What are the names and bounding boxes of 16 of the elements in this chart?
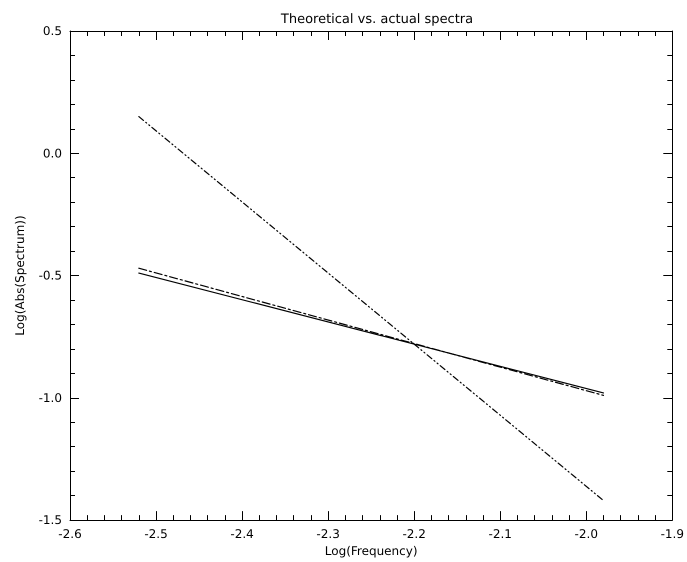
y-tick-label: 0.5 bbox=[42, 24, 62, 38]
x-tick-label: -2.0 bbox=[574, 527, 598, 542]
x-tick-label: -2.3 bbox=[316, 527, 340, 542]
x-tick-label: -2.4 bbox=[230, 527, 254, 542]
x-tick-label: -2.5 bbox=[144, 527, 168, 542]
x-tick-label: -2.1 bbox=[488, 527, 512, 542]
y-tick-label: -0.5 bbox=[38, 268, 62, 283]
x-tick-label: -1.9 bbox=[660, 527, 684, 542]
y-tick-label: 0.0 bbox=[42, 146, 62, 160]
x-tick-label: -2.6 bbox=[58, 527, 82, 542]
y-tick-label: -1.5 bbox=[38, 513, 62, 528]
x-axis-title: Log(Frequency) bbox=[324, 544, 418, 558]
x-tick-label: -2.2 bbox=[402, 527, 426, 542]
chart-title: Theoretical vs. actual spectra bbox=[280, 12, 474, 27]
y-tick-label: -1.0 bbox=[38, 390, 62, 405]
y-axis-title: Log(Abs(Spectrum)) bbox=[13, 215, 27, 336]
